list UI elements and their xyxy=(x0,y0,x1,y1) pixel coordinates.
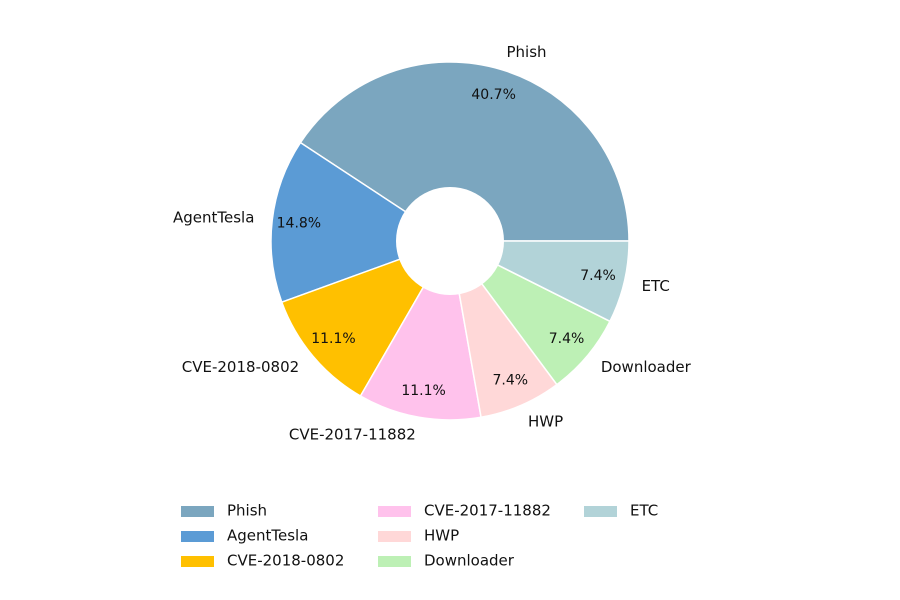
slice-agenttesla xyxy=(270,141,452,304)
legend-swatch-downloader xyxy=(378,556,411,567)
chart-legend: Phish AgentTesla CVE-2018-0802 CVE-2017-118… xyxy=(181,502,658,570)
slice-label-phish: Phish xyxy=(506,43,546,61)
slice-label-hwp: HWP xyxy=(528,412,563,430)
legend-label-etc: ETC xyxy=(630,502,658,520)
percent-label-agenttesla: 14.8% xyxy=(277,215,321,231)
legend-swatch-hwp xyxy=(378,531,411,542)
slice-label-cve-2018-0802: CVE-2018-0802 xyxy=(182,358,299,376)
legend-label-phish: Phish xyxy=(227,502,267,520)
percent-label-phish: 40.7% xyxy=(471,87,515,103)
legend-label-cve-2018-0802: CVE-2018-0802 xyxy=(227,552,344,570)
legend-label-downloader: Downloader xyxy=(424,552,515,570)
percent-label-etc: 7.4% xyxy=(580,268,616,284)
chart-labels: Phish 40.7% AgentTesla 14.8% CVE-2018-0802 11… xyxy=(173,43,692,444)
legend-swatch-etc xyxy=(584,506,617,517)
slice-label-downloader: Downloader xyxy=(601,358,692,376)
percent-label-hwp: 7.4% xyxy=(492,373,528,389)
slice-label-cve-2017-11882: CVE-2017-11882 xyxy=(289,425,416,443)
legend-swatch-cve-2018-0802 xyxy=(181,556,214,567)
donut-hole xyxy=(396,187,504,295)
percent-label-downloader: 7.4% xyxy=(549,331,585,347)
slice-cve-2018-0802 xyxy=(280,239,452,398)
percent-label-cve-2018-0802: 11.1% xyxy=(311,331,355,347)
legend-label-cve-2017-11882: CVE-2017-11882 xyxy=(424,502,551,520)
slice-label-agenttesla: AgentTesla xyxy=(173,209,254,227)
legend-label-hwp: HWP xyxy=(424,527,459,545)
percent-label-cve-2017-11882: 11.1% xyxy=(401,383,445,399)
slice-label-etc: ETC xyxy=(642,277,670,295)
legend-swatch-agenttesla xyxy=(181,531,214,542)
legend-swatch-cve-2017-11882 xyxy=(378,506,411,517)
legend-swatch-phish xyxy=(181,506,214,517)
legend-label-agenttesla: AgentTesla xyxy=(227,527,308,545)
